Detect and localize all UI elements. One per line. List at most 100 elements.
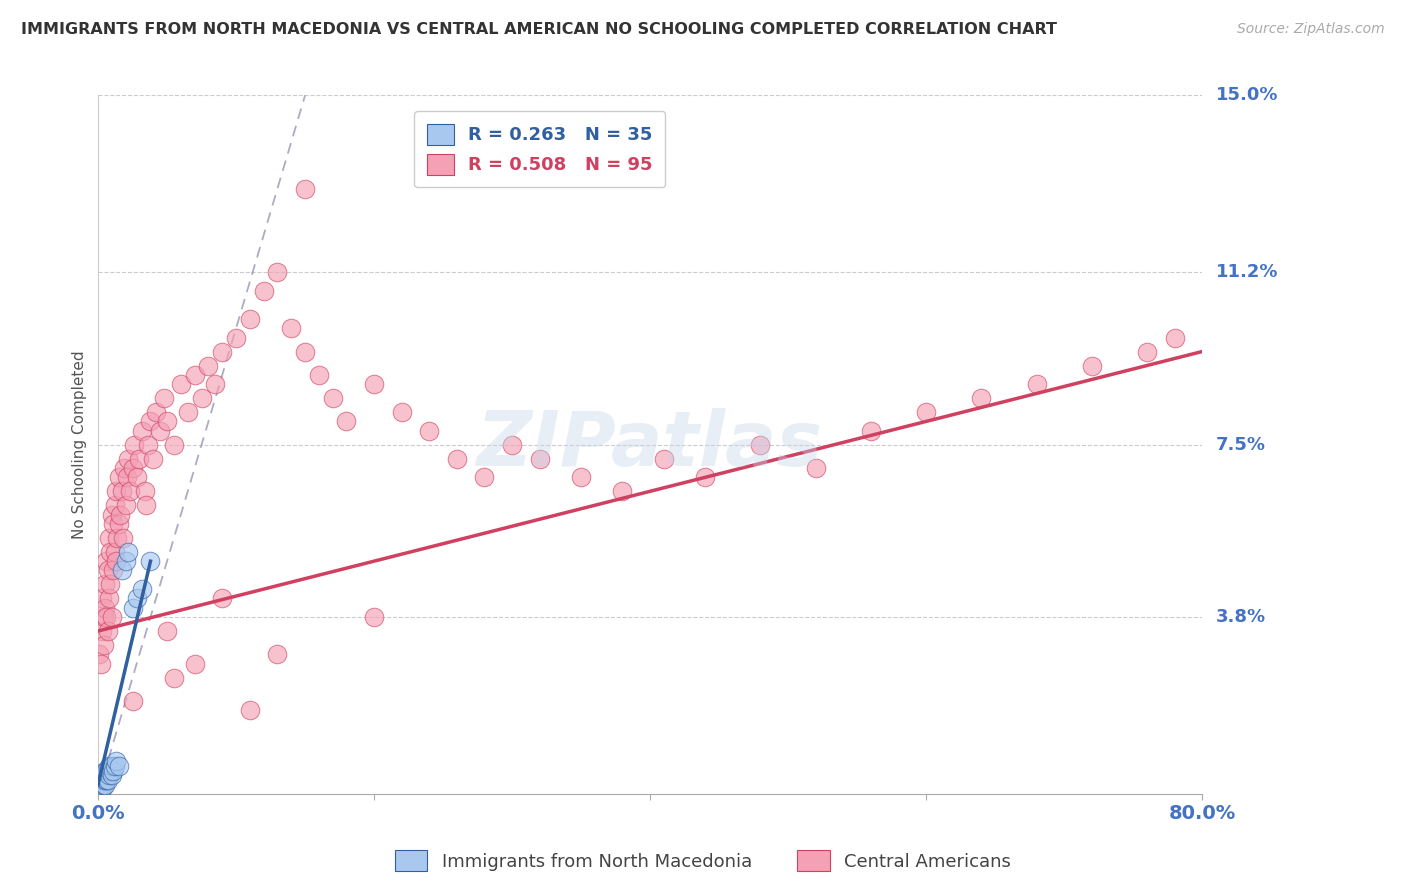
Text: 15.0%: 15.0% (1216, 87, 1278, 104)
Point (183, 657, 205, 671)
Point (134, 484, 156, 499)
Point (1136, 344, 1159, 359)
Point (114, 554, 136, 568)
Legend: Immigrants from North Macedonia, Central Americans: Immigrants from North Macedonia, Central… (388, 843, 1018, 879)
Y-axis label: No Schooling Completed: No Schooling Completed (72, 351, 87, 539)
Point (103, 564, 125, 578)
Point (204, 377, 226, 392)
Point (91, 768, 114, 782)
Point (294, 181, 316, 195)
Point (104, 759, 127, 773)
Text: 3.8%: 3.8% (1216, 608, 1267, 626)
Point (121, 461, 143, 475)
Point (97, 773, 120, 788)
Point (114, 498, 136, 512)
Point (139, 414, 162, 428)
Point (177, 405, 200, 419)
Point (94, 600, 117, 615)
Point (121, 600, 143, 615)
Point (183, 368, 205, 382)
Point (98, 768, 121, 782)
Point (859, 424, 882, 438)
Point (156, 624, 179, 638)
Point (93, 610, 115, 624)
Point (266, 648, 288, 662)
Point (98, 759, 121, 773)
Point (131, 582, 153, 596)
Point (104, 755, 127, 769)
Point (915, 405, 938, 419)
Legend: R = 0.263   N = 35, R = 0.508   N = 95: R = 0.263 N = 35, R = 0.508 N = 95 (413, 112, 665, 187)
Point (418, 424, 440, 438)
Point (142, 451, 165, 466)
Point (970, 391, 993, 405)
Point (253, 284, 276, 298)
Point (363, 610, 385, 624)
Point (107, 759, 129, 773)
Point (101, 768, 124, 782)
Point (163, 671, 186, 685)
Point (239, 703, 262, 717)
Point (322, 391, 344, 405)
Point (163, 438, 186, 452)
Point (91, 782, 114, 797)
Point (804, 461, 827, 475)
Point (90, 773, 112, 788)
Point (93, 778, 115, 792)
Point (115, 470, 138, 484)
Point (91, 778, 114, 792)
Point (1025, 377, 1047, 392)
Point (101, 759, 124, 773)
Point (501, 438, 523, 452)
Point (1080, 359, 1102, 373)
Point (117, 451, 139, 466)
Text: ZIPatlas: ZIPatlas (477, 408, 823, 482)
Point (266, 265, 288, 279)
Point (93, 638, 115, 652)
Point (94, 577, 117, 591)
Point (97, 564, 120, 578)
Point (90, 657, 112, 671)
Point (122, 438, 145, 452)
Point (125, 470, 148, 484)
Point (190, 391, 212, 405)
Point (107, 516, 129, 531)
Point (100, 545, 122, 559)
Point (100, 764, 122, 778)
Point (110, 484, 132, 499)
Point (170, 377, 193, 392)
Point (96, 610, 118, 624)
Point (446, 451, 468, 466)
Point (280, 321, 302, 335)
Point (391, 405, 413, 419)
Point (225, 330, 247, 344)
Text: 11.2%: 11.2% (1216, 263, 1278, 281)
Point (104, 554, 127, 568)
Point (93, 768, 115, 782)
Point (110, 564, 132, 578)
Point (569, 470, 592, 484)
Point (131, 424, 153, 438)
Point (239, 312, 262, 326)
Point (197, 359, 219, 373)
Point (89, 787, 111, 801)
Point (335, 414, 357, 428)
Point (94, 778, 117, 792)
Point (125, 591, 148, 606)
Point (652, 451, 675, 466)
Point (145, 405, 167, 419)
Point (128, 451, 150, 466)
Point (104, 545, 127, 559)
Point (136, 438, 159, 452)
Point (89, 782, 111, 797)
Point (135, 498, 157, 512)
Point (749, 438, 772, 452)
Point (91, 591, 114, 606)
Point (118, 484, 141, 499)
Text: 7.5%: 7.5% (1216, 435, 1265, 454)
Point (112, 461, 135, 475)
Point (96, 554, 118, 568)
Point (1163, 330, 1185, 344)
Point (90, 782, 112, 797)
Point (103, 516, 125, 531)
